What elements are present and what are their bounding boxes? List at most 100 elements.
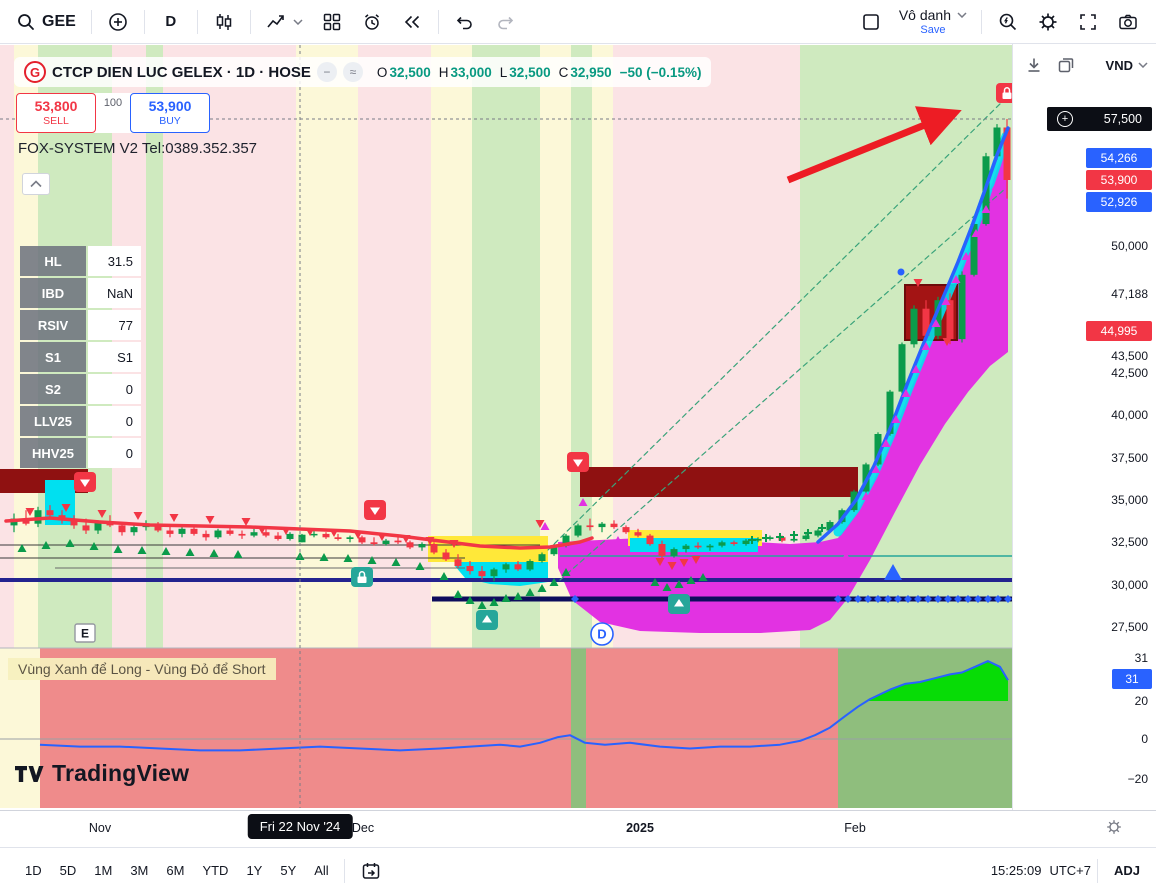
study-values-table: HL 31.5 IBD NaN RSIV 77 S1 S1 S2 0 LLV25 0 HHV… bbox=[18, 244, 143, 470]
price-tick: 35,000 bbox=[1111, 493, 1148, 507]
osc-value-label: 31 bbox=[1112, 669, 1152, 689]
price-label: 53,900 bbox=[1086, 170, 1152, 190]
bar-style-button[interactable] bbox=[207, 5, 241, 39]
quick-search-button[interactable] bbox=[991, 5, 1025, 39]
divider bbox=[437, 9, 439, 34]
change-value: −50 (−0.15%) bbox=[619, 64, 702, 80]
save-button[interactable]: Save bbox=[920, 24, 946, 36]
range-6m[interactable]: 6M bbox=[166, 863, 185, 878]
timezone-button[interactable]: UTC+7 bbox=[1049, 863, 1091, 878]
bottom-toolbar: 1D 5D 1M 3M 6M YTD 1Y 5Y All 15:25:09 UT… bbox=[0, 847, 1156, 893]
buy-price: 53,900 bbox=[148, 97, 192, 114]
price-tick: 50,000 bbox=[1111, 239, 1148, 253]
osc-tick: −20 bbox=[1127, 772, 1148, 786]
restore-window-icon[interactable] bbox=[1057, 56, 1075, 74]
single-layout-icon bbox=[863, 13, 879, 30]
time-label: 2025 bbox=[626, 821, 654, 835]
plus-circle-icon[interactable]: + bbox=[1057, 111, 1073, 127]
account-menu[interactable]: Vô danh Save bbox=[891, 2, 975, 42]
circle-marker-d: D bbox=[590, 622, 614, 646]
alert-clock-icon bbox=[364, 13, 379, 30]
order-panel: 53,800 SELL 100 53,900 BUY bbox=[16, 93, 210, 133]
oscillator-series bbox=[39, 660, 1009, 752]
settings-gear-icon bbox=[1039, 13, 1057, 30]
settings-button[interactable] bbox=[1031, 5, 1065, 39]
screenshot-button[interactable] bbox=[1111, 5, 1145, 39]
time-label: Dec bbox=[351, 821, 375, 835]
range-1y[interactable]: 1Y bbox=[246, 863, 263, 878]
svg-text:E: E bbox=[81, 627, 89, 641]
source-toggle-icon[interactable]: − bbox=[316, 62, 337, 82]
bar-replay-button[interactable] bbox=[395, 5, 429, 39]
high-label: H bbox=[438, 64, 449, 80]
divider bbox=[196, 9, 198, 34]
range-1d[interactable]: 1D bbox=[25, 863, 42, 878]
table-row: HL 31.5 bbox=[20, 246, 141, 276]
indicators-icon bbox=[267, 14, 284, 28]
osc-tick: 20 bbox=[1134, 694, 1148, 708]
currency-dropdown[interactable]: VND bbox=[1106, 58, 1148, 73]
svg-text:D: D bbox=[597, 627, 606, 642]
price-tick: 37,500 bbox=[1111, 451, 1148, 465]
range-all[interactable]: All bbox=[314, 863, 329, 878]
divider bbox=[143, 9, 145, 34]
symbol-name: GEE bbox=[42, 12, 76, 30]
price-tick: 30,000 bbox=[1111, 578, 1148, 592]
download-icon[interactable] bbox=[1025, 56, 1043, 74]
range-5y[interactable]: 5Y bbox=[280, 863, 297, 878]
table-row: S1 S1 bbox=[20, 342, 141, 372]
approx-toggle-icon[interactable]: ≈ bbox=[342, 62, 363, 82]
replay-rewind-icon bbox=[404, 15, 419, 28]
price-axis[interactable]: VND 50,000 47,188 43,500 42,500 40,000 37,500… bbox=[1012, 44, 1156, 810]
adjust-toggle[interactable]: ADJ bbox=[1113, 863, 1140, 878]
price-tick: 42,500 bbox=[1111, 366, 1148, 380]
range-5d[interactable]: 5D bbox=[59, 863, 77, 878]
range-3m[interactable]: 3M bbox=[130, 863, 149, 878]
tradingview-logo[interactable]: TradingView bbox=[14, 760, 189, 787]
fullscreen-button[interactable] bbox=[1071, 5, 1105, 39]
alert-button[interactable] bbox=[355, 5, 389, 39]
open-label: O bbox=[376, 64, 388, 80]
row-value: 77 bbox=[88, 310, 141, 340]
fullscreen-icon bbox=[1080, 13, 1096, 30]
signal-markers: DE bbox=[17, 83, 1012, 646]
row-label: IBD bbox=[20, 278, 86, 308]
drawn-arrow[interactable] bbox=[786, 106, 962, 184]
main-chart[interactable]: DE bbox=[0, 44, 1012, 810]
time-axis-settings-icon[interactable] bbox=[1106, 819, 1122, 835]
crosshair-date-label: Fri 22 Nov '24 bbox=[247, 814, 353, 839]
camera-icon bbox=[1119, 14, 1137, 29]
range-1m[interactable]: 1M bbox=[94, 863, 113, 878]
interval-button[interactable]: D bbox=[154, 5, 188, 39]
sell-button[interactable]: 53,800 SELL bbox=[16, 93, 96, 133]
background-zones bbox=[0, 45, 1012, 808]
templates-button[interactable] bbox=[315, 5, 349, 39]
undo-button[interactable] bbox=[448, 5, 482, 39]
signal-flag bbox=[364, 500, 386, 520]
buy-button[interactable]: 53,900 BUY bbox=[130, 93, 210, 133]
layout-select-button[interactable] bbox=[854, 5, 888, 39]
clock: 15:25:09 bbox=[990, 863, 1042, 878]
indicator-watermark: FOX-SYSTEM V2 Tel:0389.352.357 bbox=[18, 140, 258, 157]
divider bbox=[981, 9, 982, 34]
signal-flag bbox=[351, 567, 373, 587]
row-value: 0 bbox=[88, 438, 141, 468]
top-toolbar: GEE D bbox=[0, 0, 1156, 44]
symbol-title[interactable]: CTCP DIEN LUC GELEX · 1D · HOSE bbox=[52, 63, 311, 81]
symbol-search-button[interactable]: GEE bbox=[8, 5, 85, 39]
osc-tick: 0 bbox=[1141, 732, 1148, 746]
oscillator-pane-title: Vùng Xanh để Long - Vùng Đỏ để Short bbox=[8, 658, 276, 680]
row-label: HHV25 bbox=[20, 438, 86, 468]
range-ytd[interactable]: YTD bbox=[202, 863, 229, 878]
redo-button[interactable] bbox=[488, 5, 522, 39]
go-to-date-button[interactable] bbox=[354, 854, 388, 888]
add-symbol-button[interactable] bbox=[101, 5, 135, 39]
indicators-button[interactable] bbox=[257, 5, 312, 39]
time-axis[interactable]: Nov Dec 2025 Feb Fri 22 Nov '24 bbox=[0, 810, 1156, 847]
low-label: L bbox=[499, 64, 508, 80]
calendar-icon bbox=[362, 862, 379, 879]
collapse-panel-button[interactable] bbox=[22, 173, 50, 195]
osc-tick: 31 bbox=[1134, 651, 1148, 665]
